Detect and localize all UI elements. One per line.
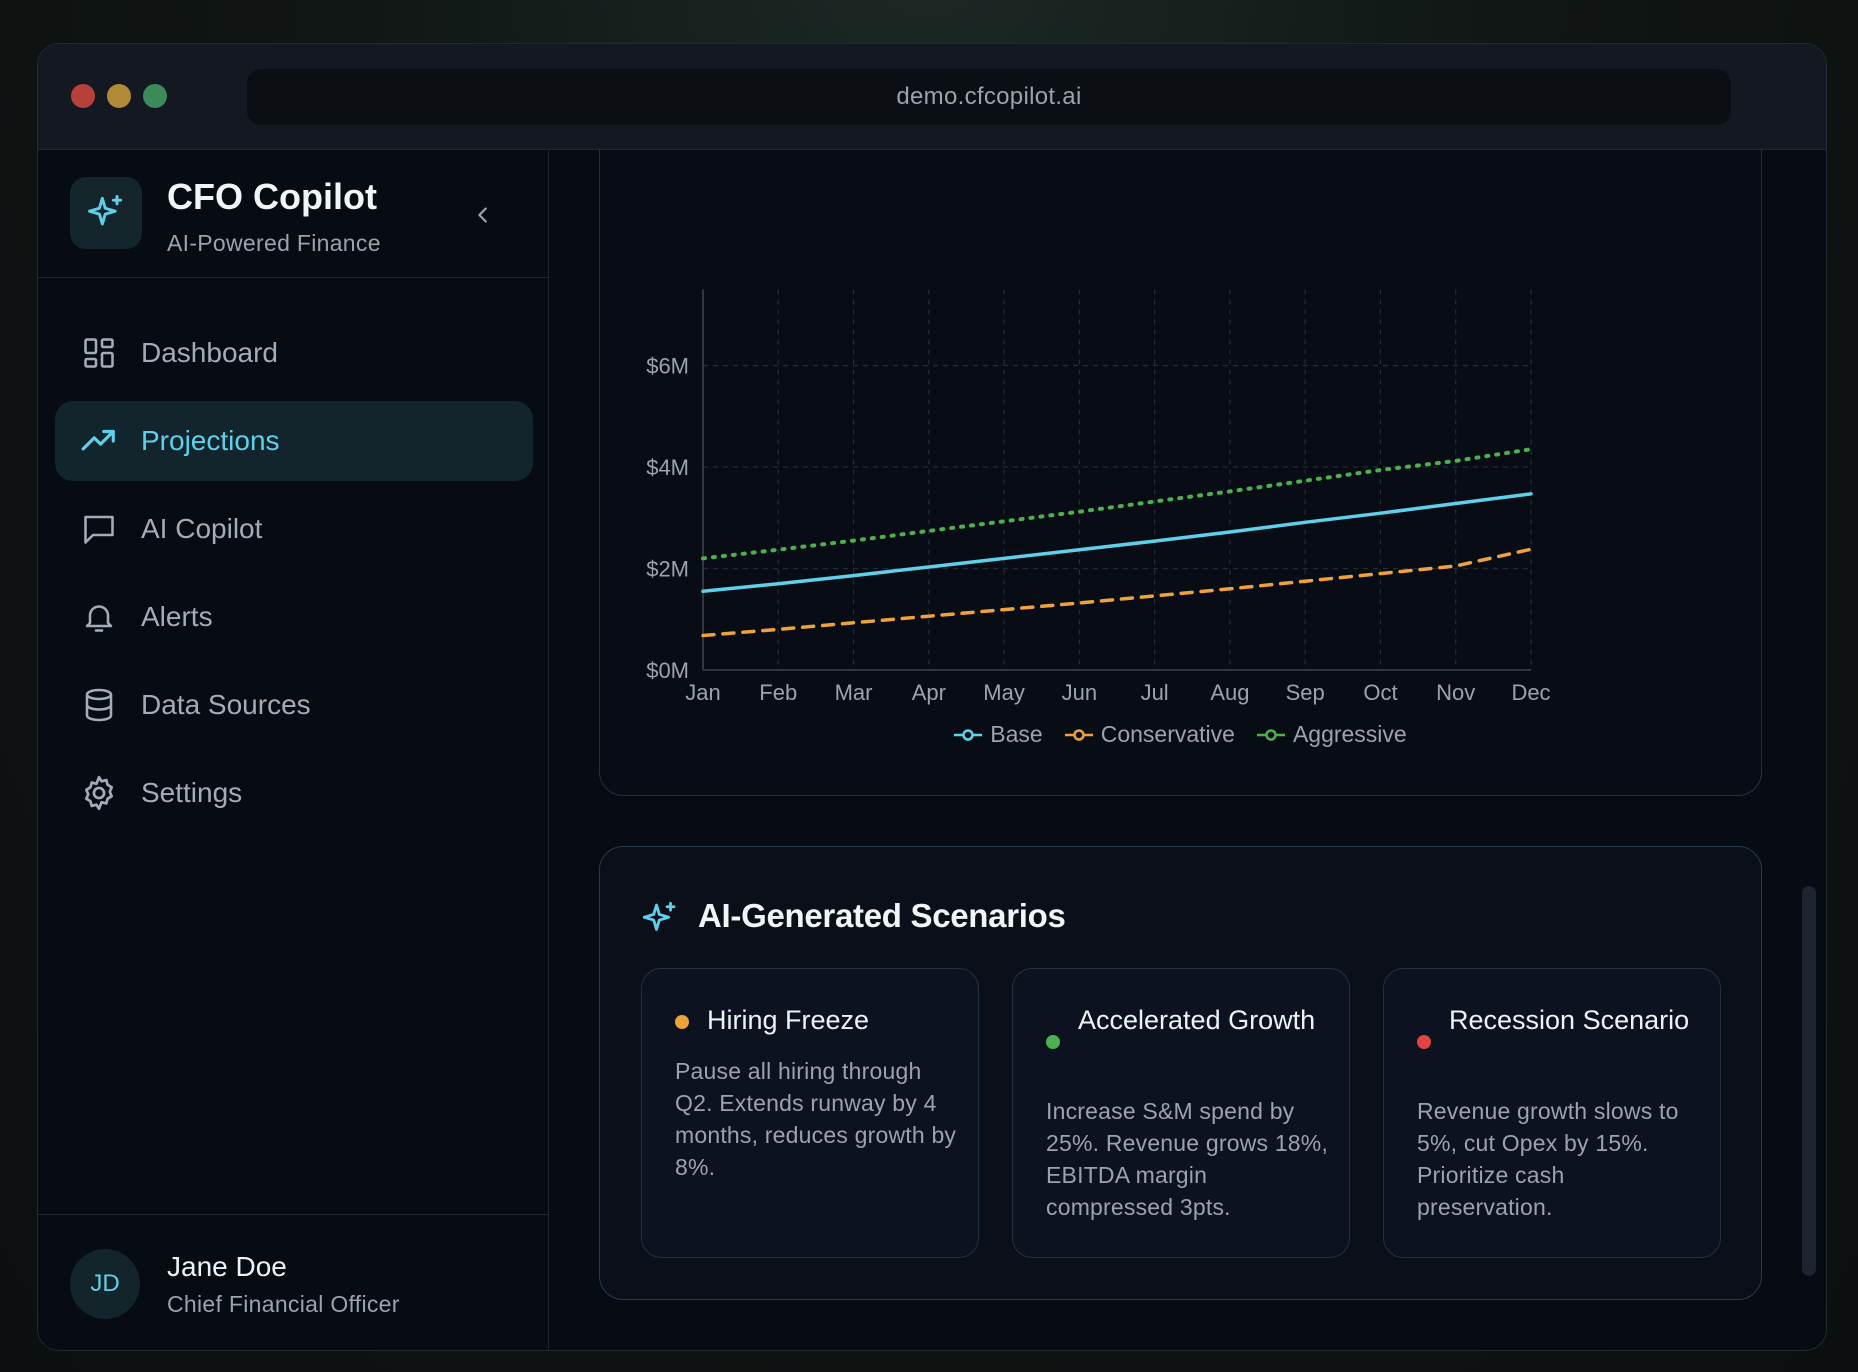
status-dot: [675, 1015, 689, 1029]
collapse-sidebar-button[interactable]: [468, 200, 498, 230]
y-tick-label: $0M: [646, 658, 689, 683]
status-dot: [1046, 1035, 1060, 1049]
x-tick-label: Dec: [1511, 680, 1550, 705]
x-tick-label: Aug: [1210, 680, 1249, 705]
bell-icon: [79, 597, 119, 637]
legend-item-conservative[interactable]: Conservative: [1064, 721, 1235, 748]
sidebar-nav: Dashboard Projections AI Copilot: [55, 313, 533, 841]
sidebar-item-label: Projections: [141, 425, 280, 456]
y-tick-label: $4M: [646, 455, 689, 480]
scenario-description: Pause all hiring through Q2. Extends run…: [675, 1058, 957, 1180]
x-tick-label: Feb: [759, 680, 797, 705]
minimize-window-button[interactable]: [107, 84, 131, 108]
scenario-card-hiring-freeze[interactable]: Hiring Freeze Pause all hiring through Q…: [641, 968, 979, 1258]
scenario-card-accelerated-growth[interactable]: Accelerated Growth Increase S&M spend by…: [1012, 968, 1350, 1258]
x-tick-label: Jan: [685, 680, 720, 705]
scenario-card-recession[interactable]: Recession Scenario Revenue growth slows …: [1383, 968, 1721, 1258]
sidebar-item-settings[interactable]: Settings: [55, 753, 533, 833]
app-title: CFO Copilot: [167, 176, 377, 217]
legend-conservative-marker: [1064, 728, 1093, 741]
sidebar-item-ai-copilot[interactable]: AI Copilot: [55, 489, 533, 569]
browser-titlebar: demo.cfcopilot.ai: [38, 44, 1826, 150]
sidebar-item-label: Data Sources: [141, 689, 311, 720]
sidebar-item-alerts[interactable]: Alerts: [55, 577, 533, 657]
sparkle-logo-icon: [70, 177, 142, 249]
projections-line-chart: $0M $2M $4M $6M Jan Feb Mar Apr May Jun Jul Aug Sep O…: [646, 289, 1551, 705]
x-tick-label: Apr: [912, 680, 946, 705]
projections-chart-card: $0M $2M $4M $6M Jan Feb Mar Apr May Jun Jul Aug Sep O…: [599, 150, 1762, 796]
browser-window: demo.cfcopilot.ai CFO Copilot AI-Powered…: [37, 43, 1827, 1351]
dashboard-icon: [79, 333, 119, 373]
gear-icon: [79, 773, 119, 813]
sidebar: CFO Copilot AI-Powered Finance Dashboard: [38, 150, 549, 1350]
series-line-conservative: [701, 547, 1533, 638]
sparkle-icon: [642, 901, 676, 931]
status-dot: [1417, 1035, 1431, 1049]
x-tick-label: May: [983, 680, 1025, 705]
sidebar-item-label: AI Copilot: [141, 513, 263, 544]
x-tick-label: Nov: [1436, 680, 1475, 705]
sidebar-item-dashboard[interactable]: Dashboard: [55, 313, 533, 393]
legend-label: Base: [990, 721, 1043, 747]
x-tick-label: Mar: [835, 680, 873, 705]
sidebar-item-label: Settings: [141, 777, 243, 808]
sidebar-item-label: Alerts: [141, 601, 213, 632]
maximize-window-button[interactable]: [143, 84, 167, 108]
legend-aggressive-marker: [1256, 728, 1285, 741]
sidebar-item-projections[interactable]: Projections: [55, 401, 533, 481]
y-tick-label: $6M: [646, 354, 689, 379]
legend-label: Aggressive: [1292, 721, 1407, 747]
y-tick-label: $2M: [646, 557, 689, 582]
chevron-left-icon: [478, 207, 487, 223]
legend-base-marker: [954, 728, 983, 741]
legend-item-aggressive[interactable]: Aggressive: [1256, 721, 1407, 748]
series-line-base: [701, 492, 1533, 594]
scrollbar[interactable]: [1802, 886, 1816, 1276]
legend-label: Conservative: [1100, 721, 1235, 747]
scenarios-title: AI-Generated Scenarios: [698, 897, 1066, 934]
scenario-description: Revenue growth slows to 5%, cut Opex by …: [1417, 1098, 1679, 1220]
user-name: Jane Doe: [167, 1251, 287, 1282]
scenario-name: Hiring Freeze: [707, 1005, 870, 1035]
scenario-name: Accelerated Growth: [1078, 1005, 1316, 1035]
brand-header: CFO Copilot AI-Powered Finance: [38, 150, 548, 278]
scenario-name: Recession Scenario: [1449, 1005, 1690, 1035]
sidebar-item-data-sources[interactable]: Data Sources: [55, 665, 533, 745]
chart-legend: Base Conservative Aggressive: [600, 721, 1761, 748]
ai-scenarios-card: AI-Generated Scenarios Hiring Freeze Pau…: [599, 846, 1762, 1300]
user-profile[interactable]: JD Jane Doe Chief Financial Officer: [38, 1214, 548, 1350]
main-content: $0M $2M $4M $6M Jan Feb Mar Apr May Jun Jul Aug Sep O…: [550, 150, 1826, 1350]
x-tick-label: Oct: [1363, 680, 1397, 705]
x-tick-label: Sep: [1286, 680, 1325, 705]
database-icon: [79, 685, 119, 725]
app-subtitle: AI-Powered Finance: [167, 230, 381, 256]
series-line-aggressive: [701, 447, 1533, 561]
trending-up-icon: [79, 421, 119, 461]
x-tick-label: Jun: [1062, 680, 1097, 705]
avatar: JD: [70, 1249, 140, 1319]
scenario-description: Increase S&M spend by 25%. Revenue grows…: [1046, 1098, 1329, 1220]
address-bar[interactable]: demo.cfcopilot.ai: [247, 69, 1731, 125]
x-tick-label: Jul: [1141, 680, 1169, 705]
legend-item-base[interactable]: Base: [954, 721, 1043, 748]
sidebar-item-label: Dashboard: [141, 337, 278, 368]
user-role: Chief Financial Officer: [167, 1291, 400, 1317]
close-window-button[interactable]: [71, 84, 95, 108]
chat-icon: [79, 509, 119, 549]
